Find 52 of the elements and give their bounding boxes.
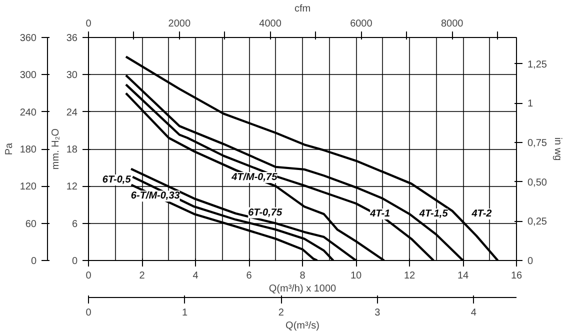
y-tick-label: 12 (66, 182, 78, 193)
text: 4 (470, 308, 477, 318)
y3-tick-label: 120 (20, 182, 37, 193)
annotation: 6T-0,5 (102, 174, 132, 186)
y2-tick-label: 0,75 (528, 138, 548, 149)
y2-tick-label: 0 (528, 256, 534, 267)
y3-tick-label: 300 (20, 70, 37, 82)
y2-tick-label: 1 (528, 98, 534, 110)
annotation: 4T-2 (470, 208, 492, 220)
y-tick-label: 30 (66, 70, 78, 82)
annotation: 6-T/M-0,33 (130, 190, 180, 202)
text: 2 (278, 308, 284, 318)
x-tick-label: 16 (510, 270, 522, 282)
x-tick-label: 14 (457, 270, 469, 282)
y2-tick-label: 1,25 (528, 59, 548, 70)
y-axis-title: mm. H₂O (50, 128, 62, 170)
annotation: 6T-0,75 (248, 207, 282, 218)
x2-tick-label: 2000 (168, 18, 191, 30)
y-tick-label: 24 (66, 107, 78, 118)
y3-tick-label: 240 (20, 107, 37, 118)
y-tick-label: 0 (72, 256, 78, 267)
y2-tick-label: 0,50 (528, 177, 548, 188)
x-tick-label: 12 (404, 270, 416, 282)
annotation: 4T/M-0,75 (230, 172, 278, 183)
x-axis-title: Q(m³/h) x 1000 (268, 284, 337, 294)
text: 3 (374, 308, 381, 318)
y3-axis-title: Pa (4, 142, 15, 156)
y-tick-label: 6 (72, 218, 78, 230)
annotation: 4T-1,5 (418, 208, 448, 220)
y3-tick-label: 180 (20, 144, 37, 156)
y2-tick-label: 0,25 (528, 216, 548, 228)
x2-tick-label: 0 (86, 18, 92, 30)
text: 0 (86, 308, 92, 318)
text: Q(m³/s) (286, 320, 320, 332)
y3-tick-label: 360 (20, 33, 37, 44)
x-tick-label: 8 (300, 270, 306, 282)
text: 1 (182, 308, 188, 318)
y3-tick-label: 60 (25, 218, 37, 230)
x-tick-label: 10 (350, 270, 362, 282)
y3-tick-label: 0 (30, 256, 37, 267)
y2-axis-title: in wg (552, 137, 563, 161)
x-tick-label: 4 (192, 270, 199, 282)
x2-tick-label: 8000 (440, 18, 464, 30)
x2-tick-label: 6000 (350, 18, 373, 30)
x2-tick-label: 4000 (259, 18, 282, 30)
x2-axis-title: cfm (294, 4, 311, 14)
x-tick-label: 0 (86, 270, 92, 282)
annotation: 4T-1 (369, 208, 391, 220)
x-tick-label: 2 (139, 270, 146, 282)
y-tick-label: 36 (66, 33, 78, 44)
y-tick-label: 18 (66, 144, 78, 156)
x-tick-label: 6 (246, 270, 252, 282)
